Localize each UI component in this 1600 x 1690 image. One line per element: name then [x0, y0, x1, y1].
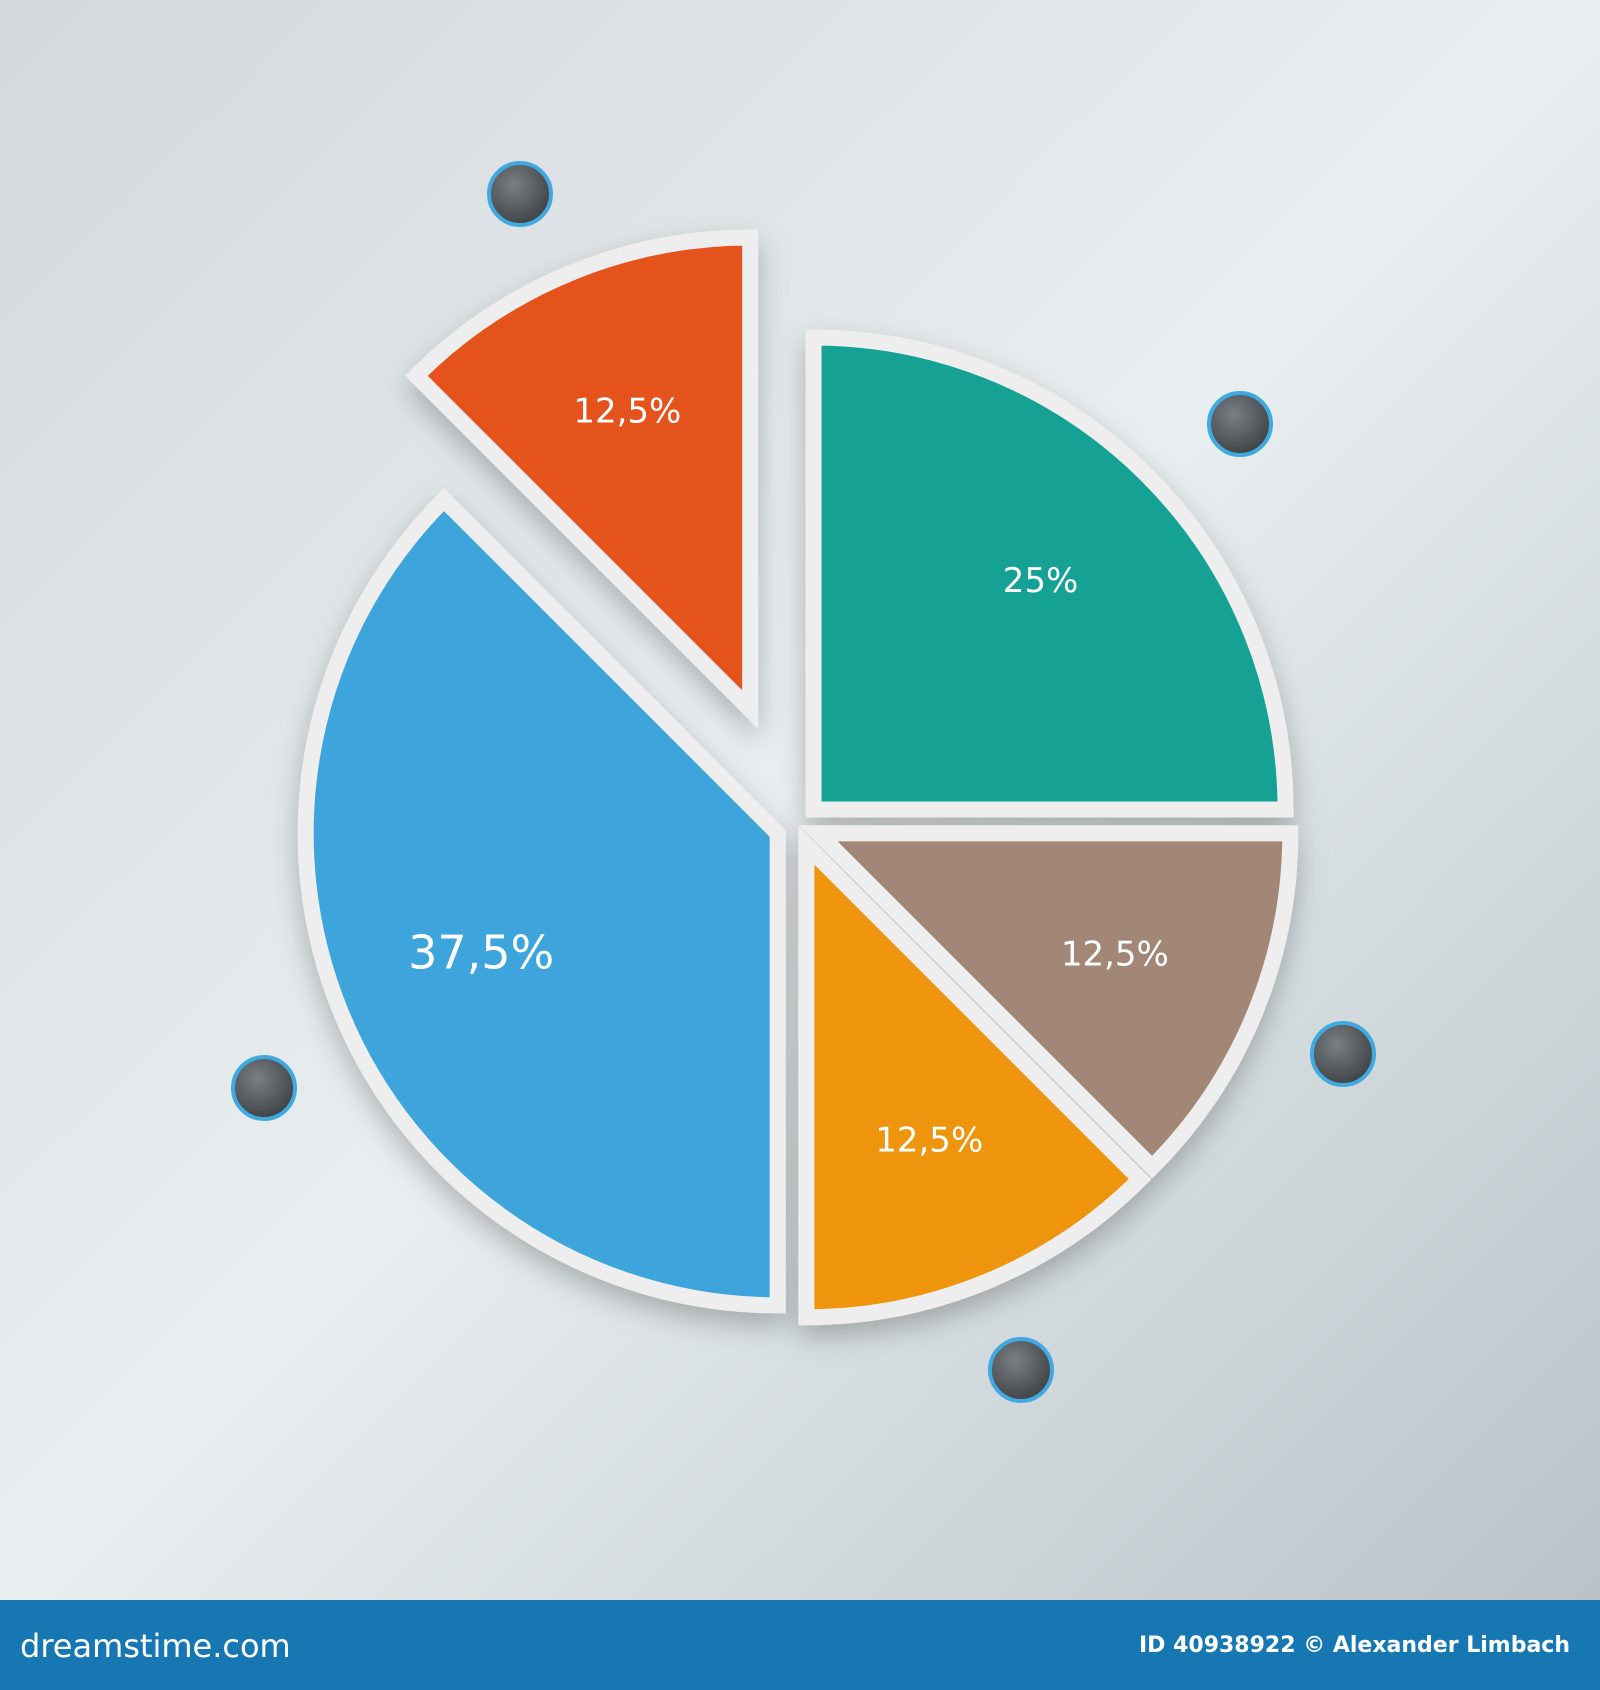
slice-label: 12,5%: [1061, 935, 1169, 975]
pie-slice: [798, 826, 1152, 1326]
footer-brand: dreamstime.com: [20, 1627, 291, 1665]
slice-label: 37,5%: [408, 926, 554, 980]
slice-label: 12,5%: [573, 391, 681, 431]
footer-credit: ID 40938922 © Alexander Limbach: [1139, 1633, 1570, 1658]
decor-dots: [231, 161, 1376, 1403]
background: [0, 0, 1600, 1600]
slice-label: 25%: [1003, 561, 1079, 601]
pie-labels: 25% 12,5% 12,5% 37,5% 12,5%: [408, 391, 1169, 1160]
pie-slice: [799, 825, 1299, 1179]
pie-slice: [405, 229, 759, 729]
footer-bar: [0, 1600, 1600, 1690]
pie-slice: [297, 488, 786, 1314]
slice-label: 12,5%: [875, 1120, 983, 1160]
pie-slice: [805, 329, 1294, 818]
pie: [297, 229, 1299, 1326]
